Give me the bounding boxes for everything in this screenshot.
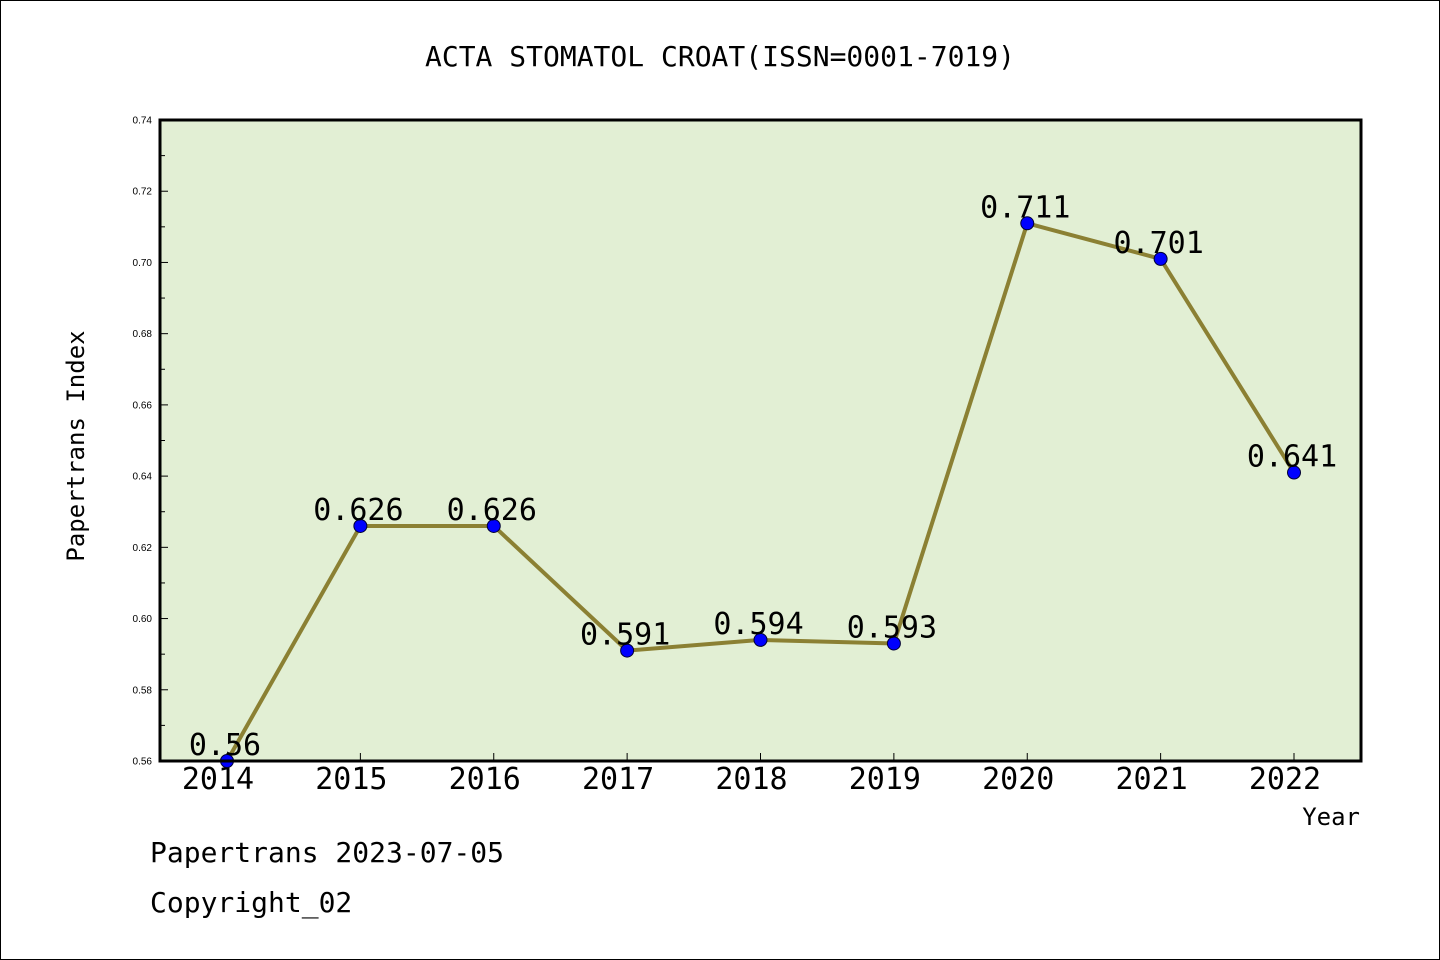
data-label: 0.626 [447,493,537,528]
data-markers [220,216,1301,768]
x-tick-label: 2015 [315,762,387,797]
data-label: 0.626 [313,493,403,528]
data-label: 0.593 [847,610,937,645]
y-axis-label: Papertrans Index [62,330,90,561]
footer-copyright: Copyright_02 [150,886,353,919]
x-tick-label: 2021 [1116,762,1188,797]
plot-area [160,120,1361,761]
data-point [1153,251,1168,266]
x-tick-label: 2019 [849,762,921,797]
x-axis-label: Year [1302,803,1360,831]
x-tick-label: 2022 [1249,762,1321,797]
y-tick-label: 0.60 [133,614,153,625]
data-point [753,632,768,647]
y-tick-label: 0.66 [133,400,153,411]
x-axis: 2014 2015 2016 2017 2018 2019 2020 2021 2022 [182,753,1321,797]
chart-title: ACTA STOMATOL CROAT(ISSN=0001-7019) [425,40,1015,73]
y-tick-label: 0.64 [133,472,153,483]
y-tick-label: 0.58 [133,685,153,696]
x-tick-label: 2017 [582,762,654,797]
x-tick-label: 2018 [715,762,787,797]
x-tick-label: 2020 [982,762,1054,797]
x-tick-label: 2014 [182,762,254,797]
y-tick-label: 0.70 [133,258,153,269]
data-point [886,636,901,651]
data-label: 0.56 [189,728,261,763]
y-tick-label: 0.74 [133,116,153,127]
data-label: 0.641 [1247,440,1337,475]
data-label: 0.591 [580,618,670,653]
footer-date: Papertrans 2023-07-05 [150,836,505,869]
data-point [620,643,635,658]
data-label: 0.711 [980,190,1070,225]
y-tick-label: 0.68 [133,329,153,340]
data-point [1020,216,1035,231]
data-point [1287,465,1301,480]
y-tick-label: 0.72 [133,187,153,198]
x-tick-label: 2016 [449,762,521,797]
y-tick-label: 0.62 [133,543,153,554]
data-label: 0.701 [1113,226,1203,261]
y-tick-label: 0.56 [133,757,153,768]
data-label: 0.594 [713,607,803,642]
plot-border [158,118,1363,763]
data-labels: 0.56 0.626 0.626 0.591 0.594 0.593 0.711 0.701 0… [189,190,1337,763]
data-point [486,518,501,533]
data-point [353,518,368,533]
